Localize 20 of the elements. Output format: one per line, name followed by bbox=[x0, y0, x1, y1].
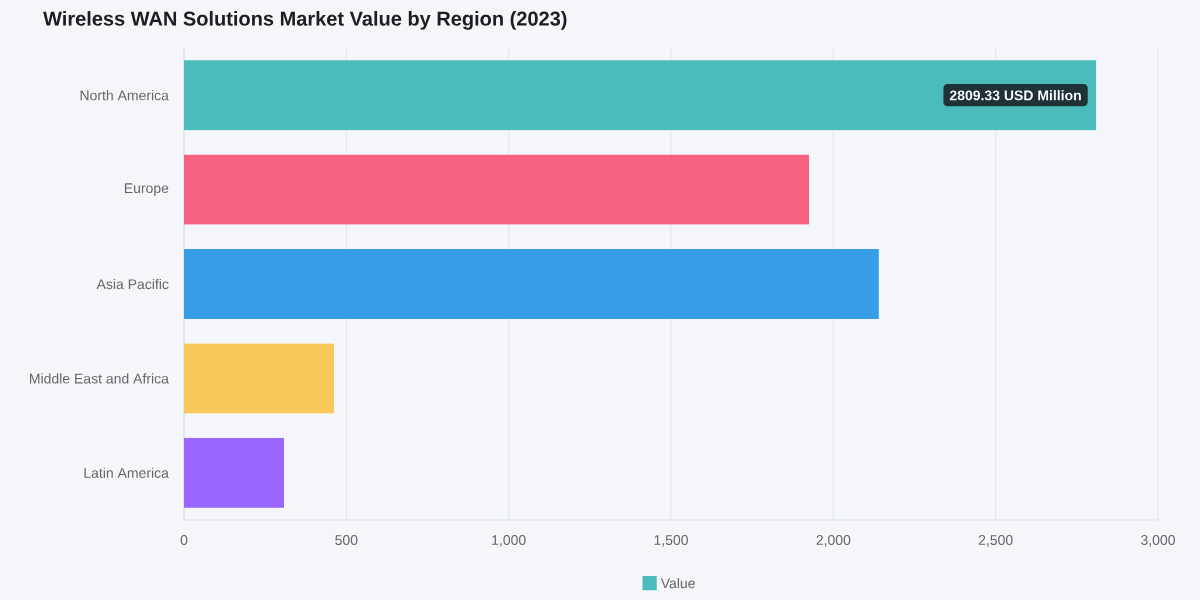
x-tick-label: 0 bbox=[180, 535, 188, 545]
x-tick-label: 3,000 bbox=[1141, 535, 1175, 547]
bar bbox=[184, 60, 1097, 131]
y-tick-label: Latin America bbox=[84, 467, 169, 478]
y-tick-label: Middle East and Africa bbox=[30, 373, 169, 384]
y-tick-label: North America bbox=[80, 90, 169, 101]
y-tick-label: Europe bbox=[124, 183, 169, 196]
bar bbox=[184, 249, 879, 319]
bar bbox=[184, 154, 809, 225]
x-tick-label: 1,500 bbox=[654, 535, 688, 547]
x-tick-label: 500 bbox=[335, 535, 358, 545]
x-tick-label: 2,500 bbox=[978, 535, 1013, 547]
bar bbox=[184, 437, 284, 508]
y-tick-label: Asia Pacific bbox=[96, 278, 169, 290]
chart-title: Wireless WAN Solutions Market Value by Region (2023) bbox=[43, 11, 567, 30]
x-tick-label: 2,000 bbox=[816, 535, 851, 547]
legend-label: Value bbox=[660, 577, 695, 589]
text: 2809.33 USD Million bbox=[949, 90, 1081, 101]
bar bbox=[184, 343, 334, 414]
x-tick-label: 1,000 bbox=[492, 535, 526, 547]
